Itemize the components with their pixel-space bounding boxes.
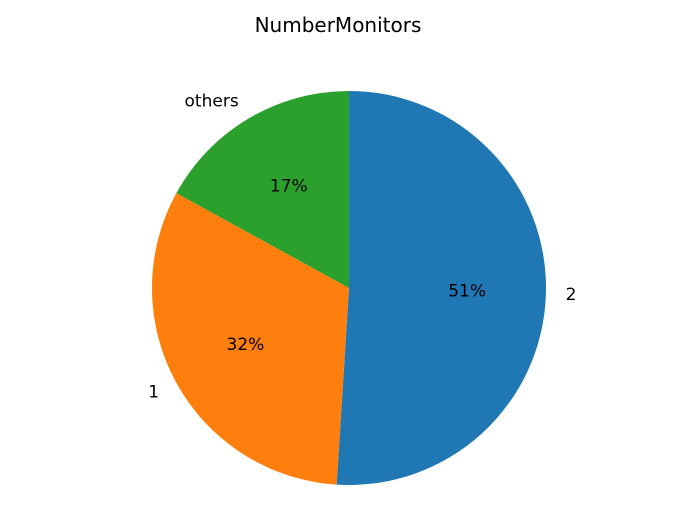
pie-slice-1 bbox=[152, 193, 349, 485]
pie-slice-others bbox=[176, 91, 349, 288]
pie-pct-label: 32% bbox=[227, 335, 265, 355]
pie-category-label: 1 bbox=[148, 382, 159, 402]
chart-title: NumberMonitors bbox=[255, 13, 422, 37]
pie-category-label: others bbox=[185, 92, 239, 112]
pie-slice-2 bbox=[336, 91, 547, 486]
pie-category-label: 2 bbox=[566, 285, 577, 305]
pie-pct-label: 51% bbox=[448, 282, 486, 302]
pie-slices bbox=[152, 91, 547, 486]
pie-labels: 51% 2 32% 1 17% others bbox=[148, 92, 576, 403]
pie-pct-label: 17% bbox=[270, 176, 308, 196]
